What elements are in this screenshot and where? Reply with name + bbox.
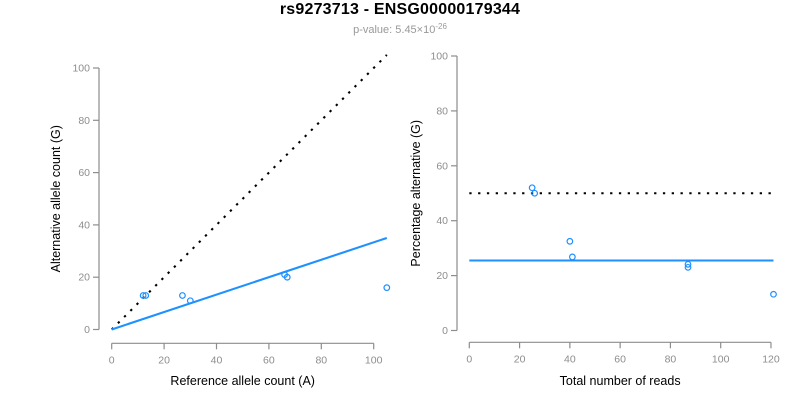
data-point: [383, 284, 391, 292]
y-tick-label: 0: [84, 324, 90, 336]
y-tick-label: 100: [72, 63, 90, 75]
percentage-alternative-panel: 0 20 40 60 80 100 120 Total number of reads 0 20 4…: [409, 51, 780, 389]
y-tick-label: 60: [436, 160, 448, 172]
plot-subtitle: p-value: 5.45×10-26: [0, 22, 800, 36]
data-point: [568, 253, 576, 261]
data-point: [531, 189, 539, 197]
x-tick-label: 20: [158, 354, 170, 366]
data-point: [528, 184, 536, 192]
y-tick-label: 40: [78, 219, 90, 231]
x-tick-label: 60: [263, 354, 275, 366]
y-tick-label: 60: [78, 167, 90, 179]
data-point: [684, 260, 692, 268]
x-tick-label: 60: [614, 353, 626, 365]
allele-counts-panel: 0 20 40 60 80 100 Reference allele count (A) 0 2…: [49, 54, 391, 388]
x-tick-label: 80: [665, 353, 677, 365]
x-tick-label: 80: [315, 354, 327, 366]
x-tick-label: 0: [466, 353, 472, 365]
pvalue-text: p-value: 5.45×10: [353, 24, 436, 36]
x-tick-label: 100: [365, 354, 383, 366]
data-point: [179, 292, 186, 299]
data-point: [139, 292, 147, 299]
x-tick-label: 40: [211, 354, 223, 366]
fit-line: [111, 236, 388, 331]
y-axis-title: Percentage alternative (G): [409, 120, 423, 267]
y-tick-label: 0: [442, 325, 448, 337]
data-point: [566, 237, 574, 245]
data-point: [186, 297, 194, 305]
x-tick-label: 20: [514, 353, 526, 365]
y-tick-label: 20: [78, 272, 90, 284]
y-tick-label: 40: [436, 215, 448, 227]
data-point: [283, 273, 291, 281]
y-tick-label: 20: [436, 270, 448, 282]
pvalue-exponent: -26: [435, 22, 447, 31]
data-point: [770, 290, 777, 298]
x-tick-label: 120: [762, 353, 780, 365]
x-tick-label: 0: [109, 354, 115, 366]
y-tick-label: 80: [436, 105, 448, 117]
y-axis-title: Alternative allele count (G): [49, 125, 63, 272]
identity-line: [110, 54, 388, 331]
data-point: [684, 263, 692, 271]
x-tick-label: 40: [564, 353, 576, 365]
x-axis-title: Total number of reads: [560, 374, 681, 388]
plot-title: rs9273713 - ENSG00000179344: [279, 1, 521, 18]
y-tick-label: 80: [78, 115, 90, 127]
x-tick-label: 100: [712, 353, 730, 365]
y-tick-label: 100: [430, 51, 448, 63]
x-axis-title: Reference allele count (A): [170, 374, 315, 388]
data-point: [142, 292, 150, 299]
